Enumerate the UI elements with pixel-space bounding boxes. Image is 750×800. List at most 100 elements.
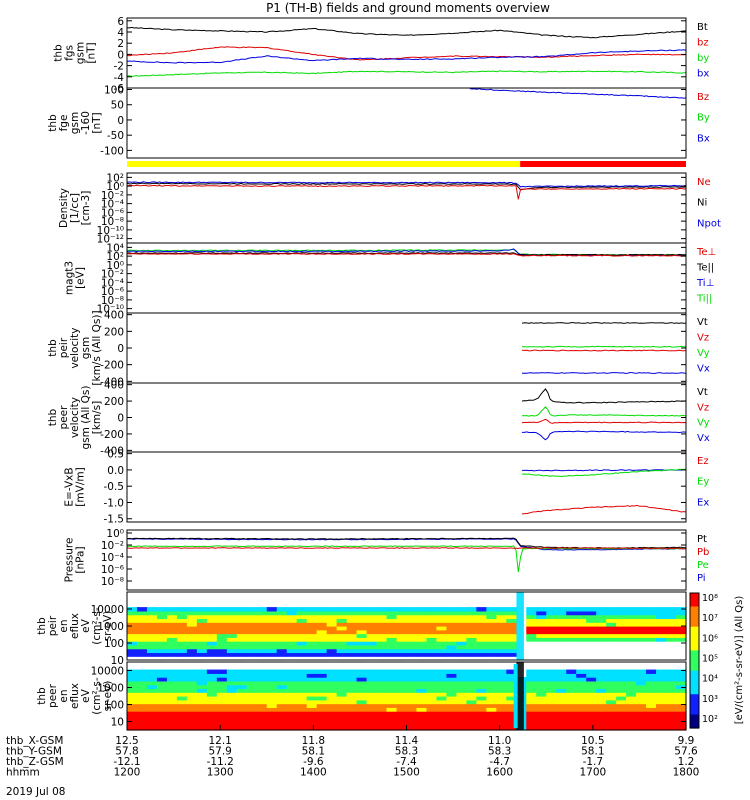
- spectrogram-cell: [646, 622, 657, 627]
- spectrogram-cell: [546, 626, 557, 631]
- spectrogram-cell: [446, 633, 458, 638]
- spectrogram-cell: [486, 622, 497, 627]
- spectrogram-cell: [286, 699, 298, 705]
- spectrogram-cell: [446, 692, 458, 697]
- spectrogram-cell: [326, 652, 338, 657]
- spectrogram-cell: [366, 707, 378, 712]
- spectrogram-cell: [676, 680, 687, 686]
- spectrogram-cell: [156, 669, 168, 674]
- spectrogram-cell: [536, 703, 547, 708]
- spectrogram-cell: [386, 684, 398, 690]
- spectrogram-cell: [226, 669, 238, 674]
- spectrogram-cell: [456, 648, 467, 654]
- spectrogram-cell: [556, 610, 567, 616]
- spectrogram-cell: [536, 677, 547, 682]
- spectrogram-cell: [466, 677, 477, 682]
- spectrogram-cell: [276, 688, 288, 693]
- spectrogram-cell: [166, 684, 178, 690]
- spectrogram-cell: [326, 699, 338, 705]
- spectrogram-cell: [456, 610, 467, 616]
- spectrogram-cell: [576, 633, 587, 638]
- spectrogram-cell: [416, 633, 428, 638]
- spectrogram-cell: [396, 677, 408, 682]
- spectrogram-cell: [506, 637, 517, 642]
- spectrogram-cell: [296, 718, 308, 724]
- spectrogram-cell: [176, 610, 188, 616]
- spectrogram-cell: [236, 699, 248, 705]
- spectrogram-cell: [366, 699, 378, 705]
- spectrogram-cell: [346, 680, 358, 686]
- legend-pressure-2: Pe: [697, 560, 709, 571]
- spectrogram-cell: [666, 614, 677, 620]
- spectrogram-cell: [176, 726, 188, 731]
- spectrogram-cell: [146, 644, 158, 650]
- legend-fge-2: Bx: [697, 133, 710, 144]
- spectrogram-cell: [256, 703, 268, 708]
- spectrogram-cell: [176, 673, 188, 678]
- spectrogram-cell: [476, 680, 487, 686]
- spectrogram-cell: [216, 673, 228, 678]
- colorbar-cell: [690, 660, 699, 665]
- spectrogram-cell: [526, 699, 537, 705]
- spectrogram-cell: [396, 669, 408, 674]
- spectrogram-cell: [586, 614, 597, 620]
- spectrogram-cell: [416, 688, 428, 693]
- spectrogram-cell: [136, 622, 148, 627]
- spectrogram-cell: [186, 629, 198, 635]
- legend-fgs-3: bx: [697, 69, 709, 80]
- spectrogram-cell: [256, 688, 268, 693]
- y-tick-label: 10⁰: [106, 260, 124, 272]
- spectrogram-cell: [536, 696, 547, 701]
- spectrogram-cell: [466, 722, 477, 727]
- spectrogram-cell: [386, 722, 398, 727]
- spectrogram-cell: [646, 726, 657, 731]
- spectrogram-cell: [436, 669, 448, 674]
- spectrogram-cell: [326, 696, 338, 701]
- spectrogram-cell: [586, 677, 597, 682]
- spectrogram-cell: [376, 618, 388, 623]
- spectrogram-cell: [526, 684, 537, 690]
- spectrogram-cell: [306, 680, 318, 686]
- spectrogram-cell: [406, 692, 418, 697]
- spectrogram-cell: [586, 626, 597, 631]
- spectrogram-cell: [376, 637, 388, 642]
- spectrogram-cell: [606, 610, 617, 616]
- spectrogram-cell: [576, 677, 587, 682]
- spectrogram-cell: [296, 707, 308, 712]
- spectrogram-cell: [156, 699, 168, 705]
- spectrogram-cell: [356, 669, 368, 674]
- y-axis-label: [nT]: [91, 112, 103, 133]
- spectrogram-cell: [156, 692, 168, 697]
- spectrogram-cell: [266, 607, 278, 612]
- y-tick-label: 0.0: [107, 465, 124, 477]
- spectrogram-cell: [296, 711, 308, 716]
- spectrogram-cell: [466, 648, 477, 654]
- spectrogram-cell: [306, 711, 318, 716]
- spectrogram-cell: [646, 629, 657, 635]
- spectrogram-cell: [386, 677, 398, 682]
- spectrogram-cell: [276, 707, 288, 712]
- y-tick-label: 10000: [91, 604, 124, 616]
- spectrogram-cell: [476, 644, 487, 650]
- spectrogram-cell: [186, 677, 198, 682]
- x-tick-label: -1.7: [583, 756, 604, 768]
- spectrogram-cell: [526, 618, 537, 623]
- spectrogram-cell: [146, 696, 158, 701]
- spectrogram-cell: [286, 622, 298, 627]
- spectrogram-cell: [496, 641, 507, 646]
- spectrogram-cell: [216, 707, 228, 712]
- spectrogram-cell: [316, 637, 328, 642]
- spectrogram-cell: [606, 622, 617, 627]
- spectrogram-cell: [476, 629, 487, 635]
- spectrogram-cell: [506, 614, 517, 620]
- spectrogram-cell: [676, 714, 687, 720]
- spectrogram-cell: [406, 726, 418, 731]
- spectrogram-cell: [296, 610, 308, 616]
- spectrogram-cell: [466, 669, 477, 674]
- x-tick-label: 58.3: [488, 746, 511, 758]
- spectrogram-cell: [636, 718, 647, 724]
- spectrogram-cell: [406, 626, 418, 631]
- spectrogram-cell: [216, 726, 228, 731]
- spectrogram-cell: [606, 633, 617, 638]
